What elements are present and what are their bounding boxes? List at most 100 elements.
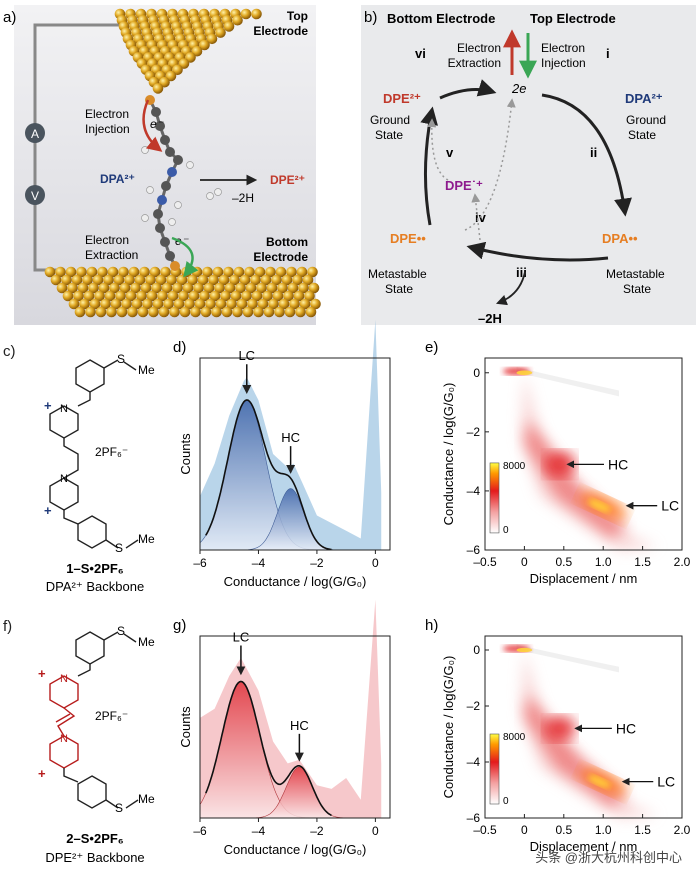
- f-bond-s-bottom: [105, 799, 119, 809]
- gold-atom: [56, 282, 68, 294]
- step-iii: iii: [516, 265, 527, 280]
- colorbar-min: 0: [503, 796, 509, 807]
- gold-atom: [224, 282, 236, 294]
- gold-atom: [83, 290, 95, 302]
- hc-cluster: [544, 450, 576, 478]
- hydrogen-atom: [186, 161, 194, 169]
- gold-atom: [307, 266, 318, 278]
- gold-atom: [86, 266, 98, 278]
- voltmeter-icon: [25, 185, 45, 205]
- gold-atom: [166, 274, 177, 286]
- gold-atom: [289, 298, 300, 310]
- gold-atom: [152, 83, 164, 94]
- x-axis-label: Displacement / nm: [530, 571, 638, 586]
- x-tick-label: 0.5: [555, 555, 572, 569]
- gold-atom: [281, 274, 293, 286]
- gold-atom: [145, 274, 156, 286]
- gold-atom: [94, 290, 105, 302]
- gold-atom: [137, 306, 149, 318]
- panel-d-label: d): [173, 339, 186, 356]
- top-electrode-label-1: Top: [287, 9, 308, 23]
- metastable-left-1: Metastable: [368, 267, 427, 281]
- y-axis-label: Conductance / log(G/G₀): [441, 656, 456, 799]
- y-tick-label: 0: [473, 366, 480, 380]
- hydrogen-atom: [174, 201, 182, 209]
- gold-atom: [250, 274, 261, 286]
- atom: [153, 209, 163, 219]
- panel-c: c): [3, 343, 139, 549]
- b-injection-1: Electron: [541, 41, 585, 55]
- gold-atom: [208, 274, 219, 286]
- f-ch2-bottom: [63, 768, 79, 783]
- gold-atom: [245, 282, 257, 294]
- gold-atom: [98, 282, 110, 294]
- y-tick-label: –4: [467, 484, 481, 498]
- panel-f-label: f): [3, 618, 12, 635]
- gold-atom: [85, 306, 96, 318]
- ch2-bottom: [63, 510, 79, 525]
- x-tick-label: 0: [521, 555, 528, 569]
- gold-atom: [232, 14, 243, 26]
- gold-atom: [308, 282, 320, 294]
- species-dpa2: DPA²⁺: [625, 91, 663, 106]
- gold-atom: [193, 282, 204, 294]
- gold-atom: [278, 298, 290, 310]
- f-sulfur-top: S: [117, 624, 125, 638]
- gold-atom: [214, 282, 225, 294]
- hc-label: HC: [290, 718, 309, 733]
- x-tick-label: 0: [521, 823, 528, 837]
- atom: [151, 107, 161, 117]
- gold-atom: [169, 306, 180, 318]
- c-plus-top: +: [44, 398, 52, 413]
- panel-c-text: S Me + N N + 2PF₆⁻ S Me 1–S•2PF₆ DPA²⁺ B…: [44, 352, 155, 594]
- gold-atom: [211, 306, 222, 318]
- gold-atom: [146, 290, 158, 302]
- gold-atom: [124, 274, 135, 286]
- gold-atom: [194, 298, 206, 310]
- x-tick-label: 1.5: [634, 555, 651, 569]
- ground-state-left-1: Ground: [370, 113, 410, 127]
- bottom-electrode-title: Bottom Electrode: [387, 11, 495, 26]
- gold-atom: [163, 298, 174, 310]
- x-tick-label: 0.5: [555, 823, 572, 837]
- x-axis-label: Conductance / log(G/G₀): [224, 574, 367, 589]
- gold-atom: [253, 306, 264, 318]
- hydrogen-leaving: [214, 188, 222, 196]
- panel-f-text: S Me + N N + 2PF₆⁻ S Me 2–S•2PF₆ DPE²⁺ B…: [38, 624, 155, 865]
- gold-atom: [82, 274, 93, 286]
- gold-atom: [160, 266, 171, 278]
- f-compound: 2–S•2PF₆: [66, 831, 124, 846]
- gold-atom: [256, 282, 267, 294]
- tail-streak: [516, 366, 619, 397]
- f-bond-me-top: [123, 633, 137, 643]
- x-tick-label: 2.0: [674, 823, 691, 837]
- benzene-ring-bottom: [77, 515, 107, 549]
- gold-atom: [62, 290, 74, 302]
- lc-label: LC: [238, 348, 255, 363]
- extraction-arrow: [171, 236, 199, 278]
- density-band: [520, 650, 659, 818]
- gold-atom: [173, 298, 185, 310]
- gold-atom: [118, 266, 129, 278]
- gold-atom: [202, 266, 213, 278]
- gold-atom: [190, 306, 201, 318]
- gold-atom: [65, 266, 77, 278]
- gold-atom: [295, 306, 306, 318]
- gold-atom: [266, 282, 278, 294]
- gold-atom: [304, 290, 315, 302]
- atom: [155, 121, 165, 131]
- c-sulfur-bottom: S: [115, 541, 123, 555]
- gold-atom: [130, 282, 141, 294]
- f-bond-me-bottom: [125, 799, 139, 809]
- gold-atom: [212, 266, 224, 278]
- gold-atom: [232, 306, 243, 318]
- lc-cluster-peak: [588, 775, 611, 788]
- plot-frame: [199, 635, 391, 819]
- gold-atom: [79, 298, 90, 310]
- c-compound: 1–S•2PF₆: [66, 561, 124, 576]
- gold-atom: [275, 266, 287, 278]
- gold-atom: [199, 39, 210, 51]
- gold-atom: [109, 282, 120, 294]
- g0-peak: [516, 647, 533, 653]
- gold-atom: [197, 274, 209, 286]
